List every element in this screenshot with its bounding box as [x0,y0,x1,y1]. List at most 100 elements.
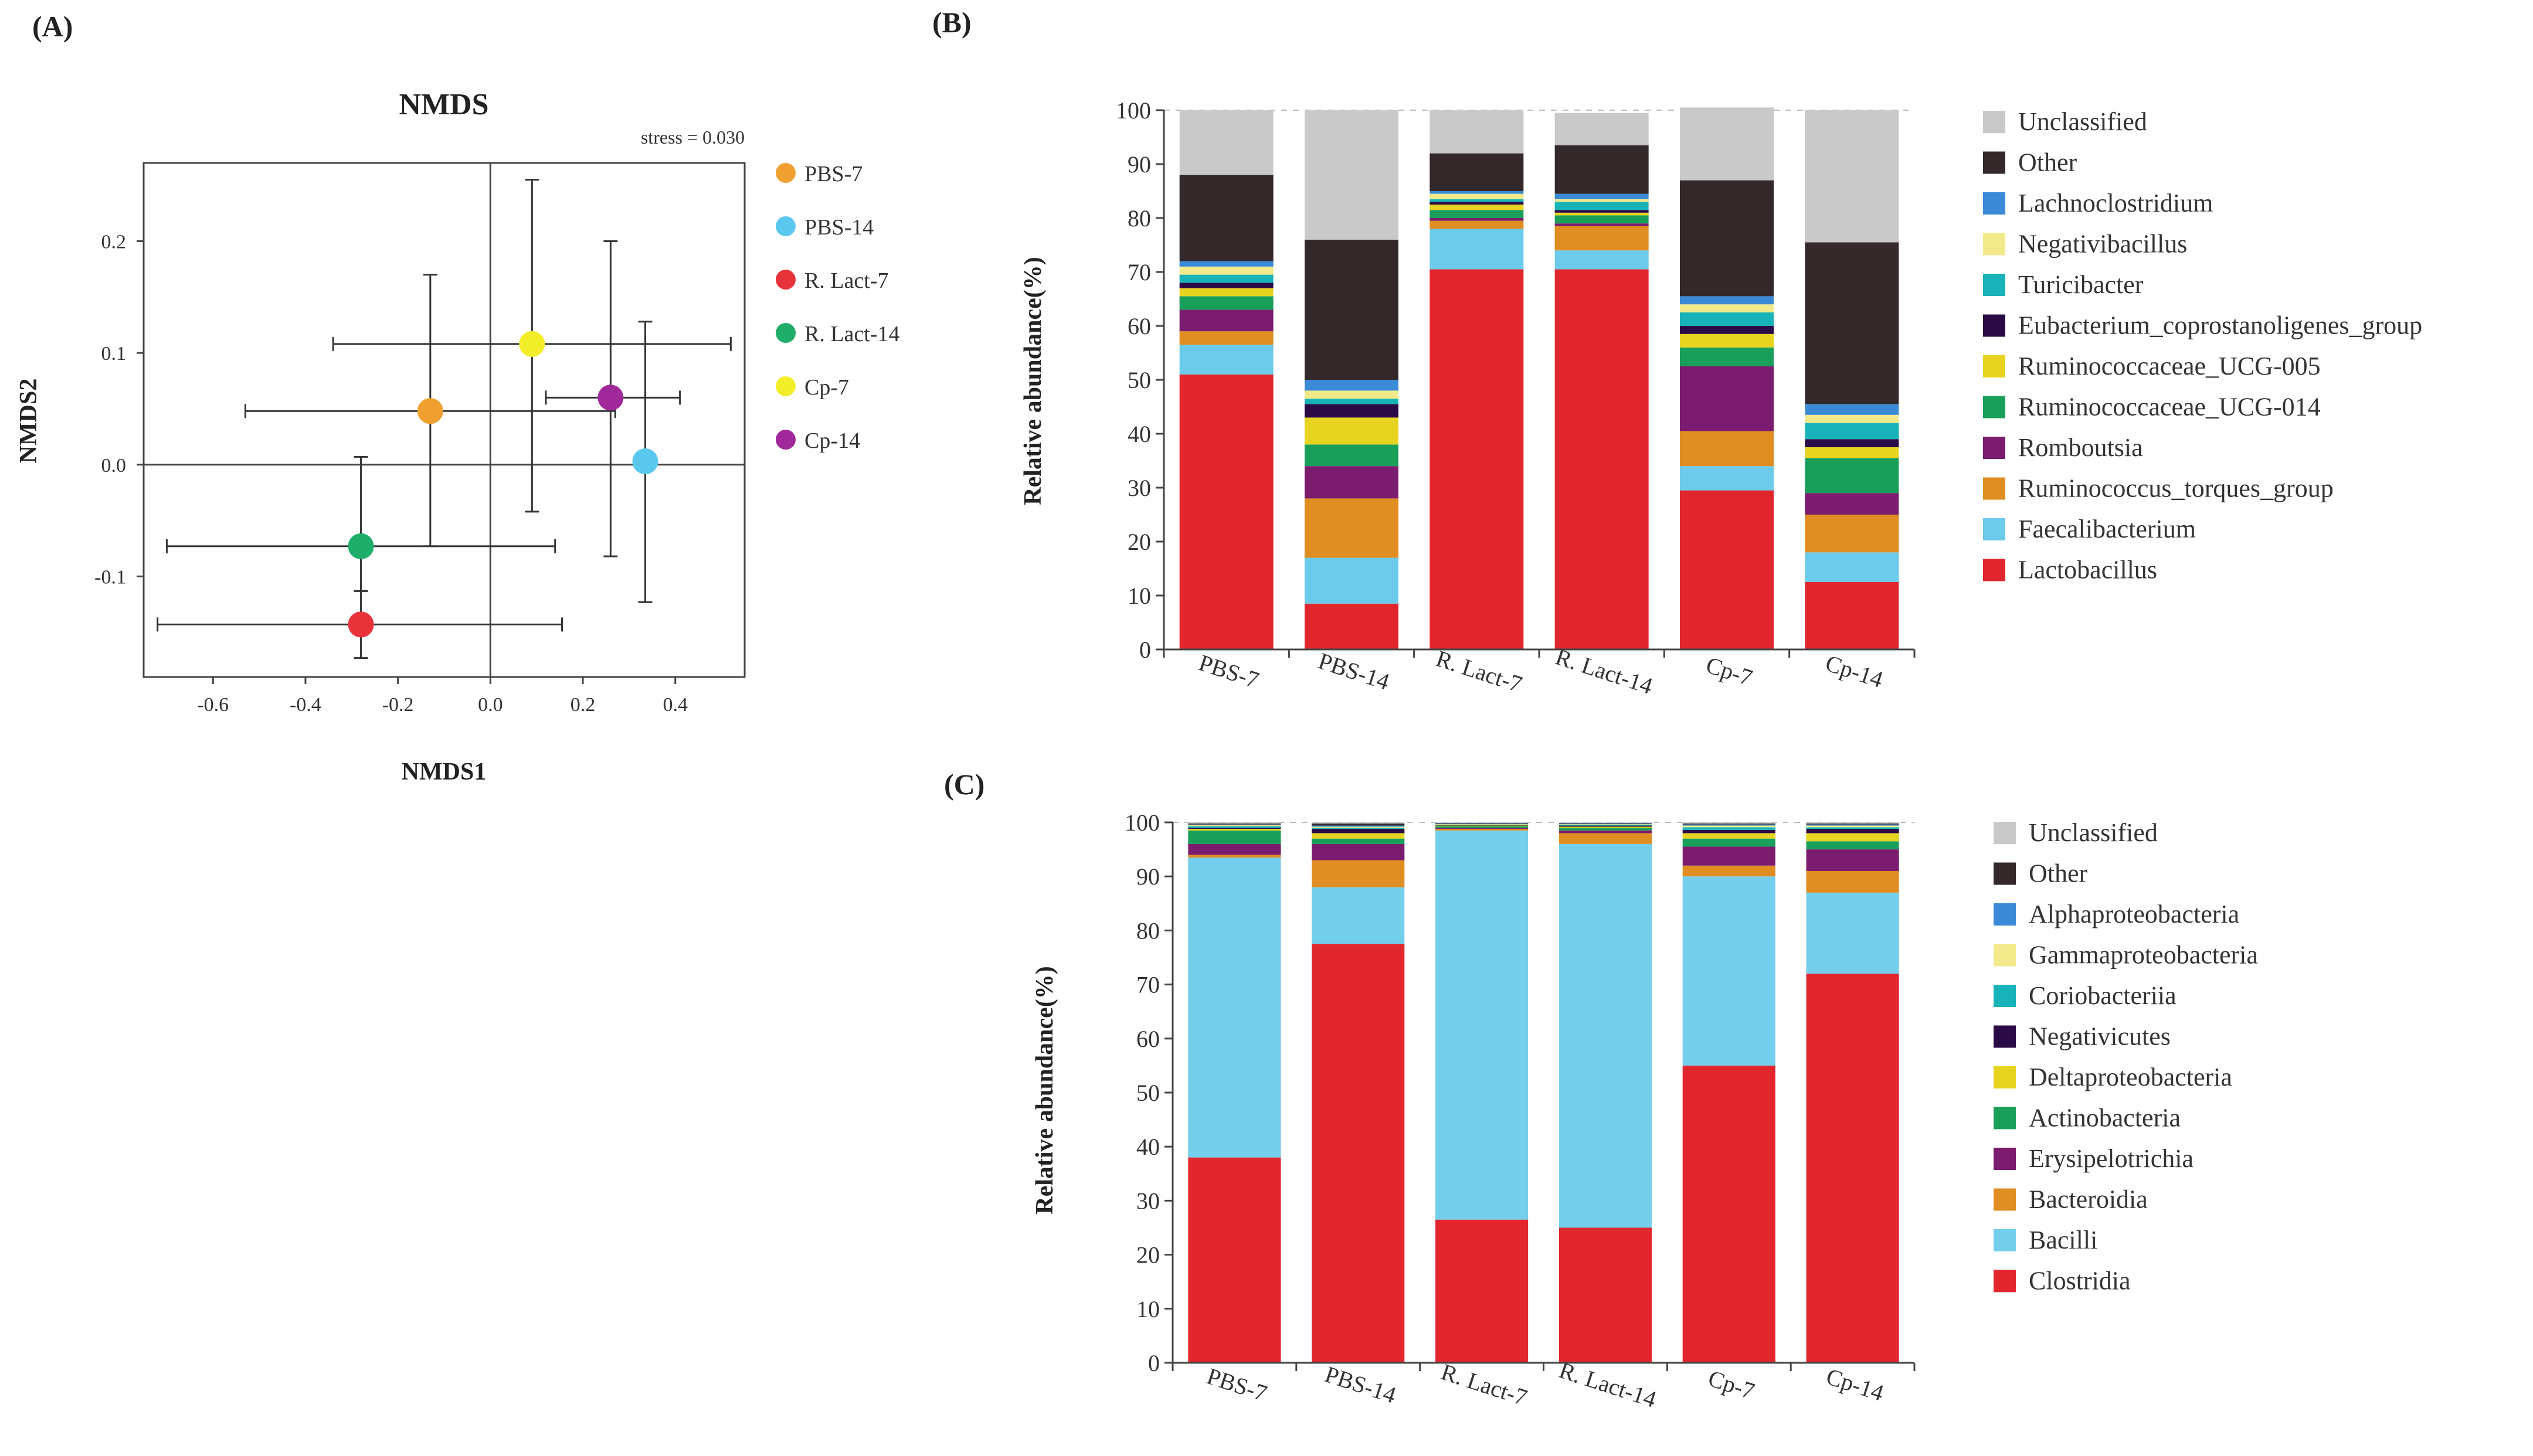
genus-bar-segment [1680,466,1774,491]
genus-bar-segment [1305,390,1398,399]
class-bar-segment [1682,833,1775,839]
class-y-axis-title: Relative abundance(%) [1031,966,1058,1215]
nmds-plot-frame [142,162,746,678]
genus-legend-label: Romboutsia [2018,433,2143,462]
genus-y-axis-title: Relative abundance(%) [1020,257,1047,505]
genus-bar-segment [1430,202,1524,205]
nmds-point [417,398,443,424]
class-legend-swatch [1994,862,2016,885]
genus-bar-segment [1305,557,1398,604]
class-bar-segment [1435,828,1529,829]
class-bar-segment [1558,822,1652,824]
genus-x-tick-label: R. Lact-14 [1553,643,1656,699]
genus-bar-segment [1805,242,1899,404]
genus-y-tick-label: 70 [1128,259,1151,285]
class-bar-segment [1312,825,1405,827]
class-bar-segment [1806,824,1899,826]
genus-legend-label: Ruminococcaceae_UCG-014 [2018,393,2321,421]
genus-y-tick-label: 90 [1128,151,1151,178]
nmds-legend-marker [776,163,796,183]
genus-bar-segment [1430,193,1524,199]
genus-bar-segment [1805,439,1899,447]
class-legend-label: Unclassified [2029,818,2158,847]
genus-bar-segment [1305,417,1398,445]
class-legend-swatch [1994,1229,2016,1251]
class-bar-segment [1558,824,1652,826]
genus-bar-segment [1805,552,1899,582]
class-bar-segment [1806,841,1899,850]
class-legend-label: Actinobacteria [2029,1104,2181,1132]
genus-bar-segment [1179,283,1274,288]
class-bar-segment [1806,974,1899,1363]
genus-bar-segment [1430,220,1524,229]
genus-y-tick-label: 40 [1128,421,1151,447]
genus-bar-segment [1179,274,1274,283]
genus-legend-swatch [1983,559,2005,581]
nmds-legend-label: PBS-7 [804,162,863,186]
panel-label-c: (C) [944,768,984,801]
genus-bar-segment [1430,269,1524,649]
genus-bar-segment [1430,218,1524,221]
class-bar-segment [1806,892,1899,974]
nmds-legend-marker [776,323,796,343]
class-y-tick-label: 50 [1136,1080,1160,1106]
class-y-tick-label: 90 [1136,863,1160,890]
class-legend-label: Other [2029,859,2088,888]
class-bar-chart: Relative abundance(%) 0 10 20 30 40 50 60 70 80 9… [1031,809,2258,1413]
nmds-legend-marker [776,430,796,450]
genus-bar-segment [1680,312,1774,326]
class-y-tick-label: 40 [1136,1134,1160,1160]
genus-bar-segment [1179,288,1274,297]
class-legend-swatch [1994,985,2016,1007]
panel-label-b: (B) [932,6,972,39]
genus-bar-segment [1554,250,1649,270]
genus-x-tick-label: Cp-14 [1822,649,1886,693]
class-bar-segment [1435,826,1529,828]
class-bar-segment [1558,822,1652,823]
genus-bar-segment [1430,191,1524,194]
class-y-tick-label: 100 [1125,809,1160,836]
genus-bar-segment [1179,175,1274,261]
class-bar-segment [1188,822,1281,824]
genus-bar-segment [1805,447,1899,458]
genus-bar-segment [1680,326,1774,334]
class-bar-segment [1558,824,1652,825]
class-bar-segment [1682,827,1775,830]
genus-bar-segment [1554,223,1649,226]
class-bar-segment [1435,822,1529,824]
class-bar-segment [1312,860,1405,887]
class-bar-segment [1435,1219,1529,1363]
genus-bar-segment [1805,582,1899,649]
genus-bar-segment [1554,269,1649,649]
nmds-title: NMDS [399,88,488,121]
nmds-x-tick-label: 0.2 [571,694,596,716]
class-bar-segment [1806,827,1899,829]
nmds-x-tick-label: 0.4 [663,694,688,716]
genus-bar-segment [1305,239,1398,380]
class-bar-segment [1682,838,1775,847]
class-x-tick-label: R. Lact-7 [1438,1358,1530,1410]
class-bar-segment [1558,825,1652,827]
genus-bar-segment [1554,226,1649,251]
genus-y-tick-label: 20 [1128,529,1151,555]
genus-legend-swatch [1983,274,2005,296]
nmds-stress-annotation: stress = 0.030 [641,127,745,148]
genus-legend-swatch [1983,437,2005,459]
class-bar-segment [1806,829,1899,834]
class-bar-segment [1682,822,1775,824]
genus-bar-segment [1305,110,1398,240]
class-y-tick-label: 0 [1148,1350,1160,1376]
genus-bar-segment [1430,153,1524,191]
class-x-tick-label: PBS-14 [1322,1361,1399,1409]
class-bar-segment [1558,1227,1652,1363]
nmds-point [348,611,374,638]
nmds-legend-label: R. Lact-14 [804,322,900,346]
genus-bar-segment [1554,199,1649,202]
class-bar-segment [1312,838,1405,844]
nmds-legend-label: Cp-7 [804,375,849,400]
nmds-point [519,331,545,357]
genus-legend-swatch [1983,355,2005,377]
genus-legend-label: Ruminococcaceae_UCG-005 [2018,352,2321,380]
class-x-tick-label: R. Lact-14 [1556,1356,1660,1413]
class-bar-segment [1435,830,1529,1220]
